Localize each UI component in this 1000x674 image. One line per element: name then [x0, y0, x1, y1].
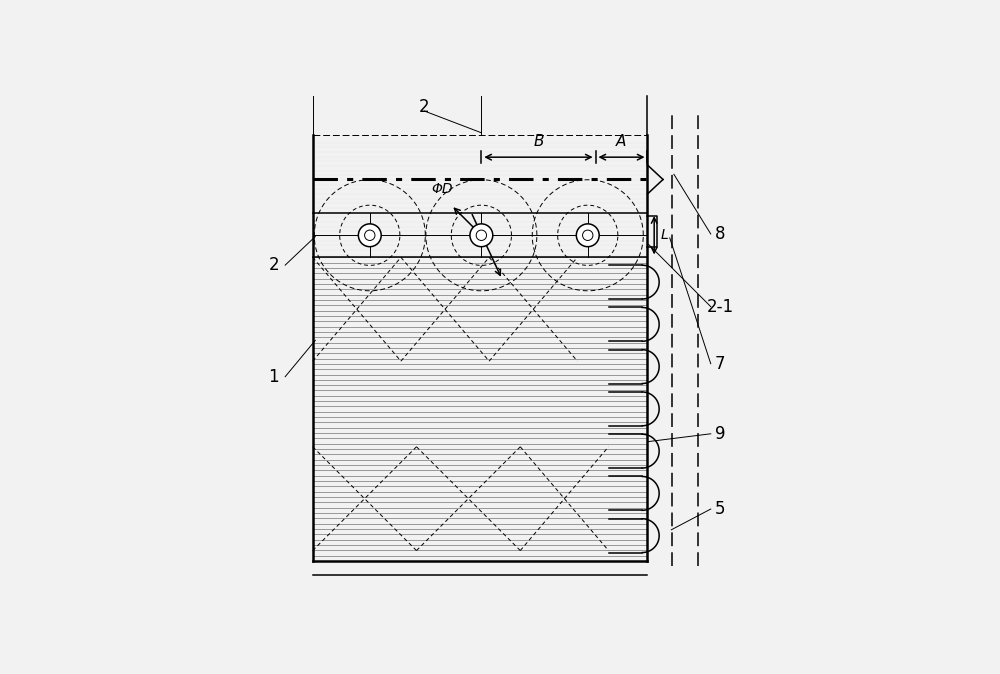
Circle shape [583, 230, 593, 241]
Text: L: L [660, 228, 668, 242]
Text: B: B [533, 134, 544, 149]
Text: 2: 2 [268, 256, 279, 274]
Text: 1: 1 [268, 368, 279, 386]
Text: 2: 2 [419, 98, 430, 116]
Text: 9: 9 [715, 425, 725, 443]
Circle shape [476, 230, 487, 241]
Text: ΦD: ΦD [432, 183, 453, 196]
Circle shape [470, 224, 493, 247]
Text: 7: 7 [715, 355, 725, 373]
Text: 5: 5 [715, 500, 725, 518]
Circle shape [576, 224, 599, 247]
Circle shape [358, 224, 381, 247]
Text: 8: 8 [715, 225, 725, 243]
Circle shape [365, 230, 375, 241]
Text: 2-1: 2-1 [707, 298, 734, 315]
Text: A: A [616, 134, 627, 149]
